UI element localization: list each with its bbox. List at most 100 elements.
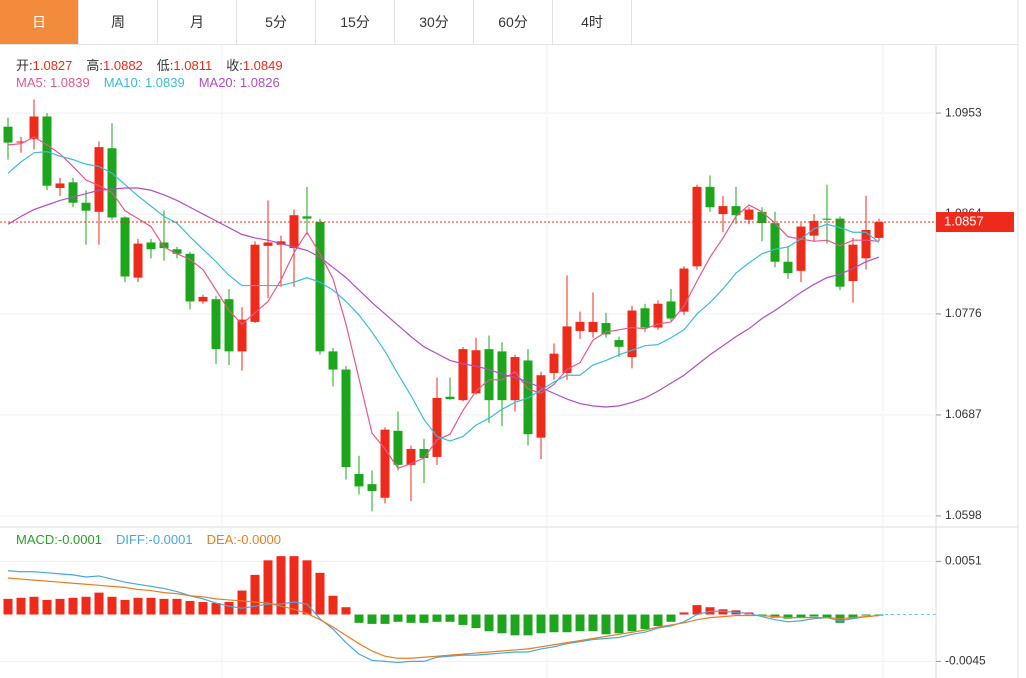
y-tick-label: 1.0598 (945, 508, 982, 522)
candle-body (757, 211, 767, 224)
macd-bar (458, 614, 468, 625)
ohlc-item: 收:1.0849 (226, 58, 282, 73)
candle-body (471, 350, 481, 394)
macd-bar (380, 614, 390, 624)
legend-item: DIFF:-0.0001 (116, 532, 193, 547)
candle-body (406, 448, 416, 465)
macd-bar (588, 614, 598, 632)
period-tab[interactable]: 60分 (474, 0, 553, 44)
macd-bar (120, 599, 130, 615)
candle-body (3, 126, 13, 143)
macd-bar (302, 560, 312, 615)
macd-bar (679, 612, 689, 615)
candle-body (185, 253, 195, 302)
macd-bar (614, 614, 624, 634)
macd-bar (640, 614, 650, 630)
macd-bar (81, 596, 91, 615)
macd-bar (3, 598, 13, 615)
macd-bar (627, 614, 637, 632)
candle-body (640, 308, 650, 328)
legend-value: -0.0001 (57, 532, 102, 547)
current-price-box (936, 212, 1014, 233)
macd-bar (185, 600, 195, 615)
ohlc-value: 1.0882 (103, 58, 143, 73)
candle-body (224, 299, 234, 352)
macd-bar (692, 605, 702, 615)
macd-bar (55, 598, 65, 615)
y-tick-label: -0.0045 (945, 654, 986, 668)
candle-body (549, 353, 559, 373)
macd-bar (107, 596, 117, 615)
candle-body (380, 429, 390, 498)
macd-bar (601, 614, 611, 635)
ohlc-header: 开:1.0827 高:1.0882 低:1.0811 收:1.0849 (16, 55, 297, 74)
candle-body (393, 430, 403, 465)
candle-body (692, 186, 702, 267)
macd-bar (211, 603, 221, 615)
y-tick-label: 0.0051 (945, 554, 982, 568)
macd-bar (510, 614, 520, 636)
candle-body (341, 369, 351, 468)
indicator-line (7, 187, 880, 408)
macd-bar (198, 602, 208, 615)
macd-bar (367, 614, 377, 624)
legend-name: DIFF: (115, 532, 149, 547)
candle-body (458, 349, 468, 401)
period-tab[interactable]: 日 (0, 0, 79, 44)
candle-body (55, 183, 65, 188)
macd-bar (406, 614, 416, 623)
candle-body (68, 182, 78, 203)
macd-bar (822, 614, 832, 618)
candle-body (848, 244, 858, 282)
candle-body (562, 326, 572, 373)
candle-body (432, 397, 442, 457)
candle-body (250, 244, 260, 322)
candle-body (666, 301, 676, 319)
candle-body (731, 206, 741, 216)
ohlc-value: 1.0827 (32, 58, 73, 73)
indicator-line (7, 136, 880, 469)
y-tick-label: 1.0953 (945, 105, 982, 119)
candle-body (770, 223, 780, 262)
period-tab[interactable]: 5分 (237, 0, 316, 44)
period-tab[interactable]: 周 (79, 0, 158, 44)
period-tab[interactable]: 4时 (553, 0, 632, 44)
candle-body (861, 229, 871, 259)
period-tab[interactable]: 15分 (316, 0, 395, 44)
ohlc-value: 1.0849 (242, 58, 283, 73)
candle-body (16, 141, 26, 143)
candle-body (263, 242, 273, 246)
macd-bar (536, 614, 546, 634)
legend-item: MA20: 1.0826 (199, 75, 280, 90)
macd-bar (289, 556, 299, 615)
ohlc-item: 低:1.0811 (157, 58, 212, 73)
macd-bar (796, 614, 806, 618)
macd-bar (523, 614, 533, 636)
candle-body (289, 215, 299, 249)
candle-body (120, 217, 130, 277)
period-tab[interactable]: 30分 (395, 0, 474, 44)
macd-bar (549, 614, 559, 633)
ohlc-label: 收: (226, 58, 243, 73)
candle-body (94, 147, 104, 212)
candle-body (159, 242, 169, 249)
candle-body (627, 310, 637, 358)
ohlc-label: 低: (156, 58, 174, 73)
ohlc-item: 开:1.0827 (16, 58, 72, 73)
y-tick-label: 1.0687 (945, 407, 982, 421)
candle-body (198, 296, 208, 302)
candle-body (874, 222, 884, 238)
legend-value: 1.0839 (49, 75, 90, 90)
candle-body (588, 321, 598, 333)
legend-name: MA10: (103, 75, 142, 90)
macd-bar (224, 602, 234, 615)
y-tick-label: 1.0776 (945, 306, 982, 320)
legend-value: -0.0001 (148, 532, 193, 547)
candle-body (211, 299, 221, 350)
candle-body (81, 202, 91, 211)
period-tab[interactable]: 月 (158, 0, 237, 44)
macd-bar (315, 572, 325, 615)
candle-body (133, 243, 143, 278)
macd-bar (471, 614, 481, 629)
